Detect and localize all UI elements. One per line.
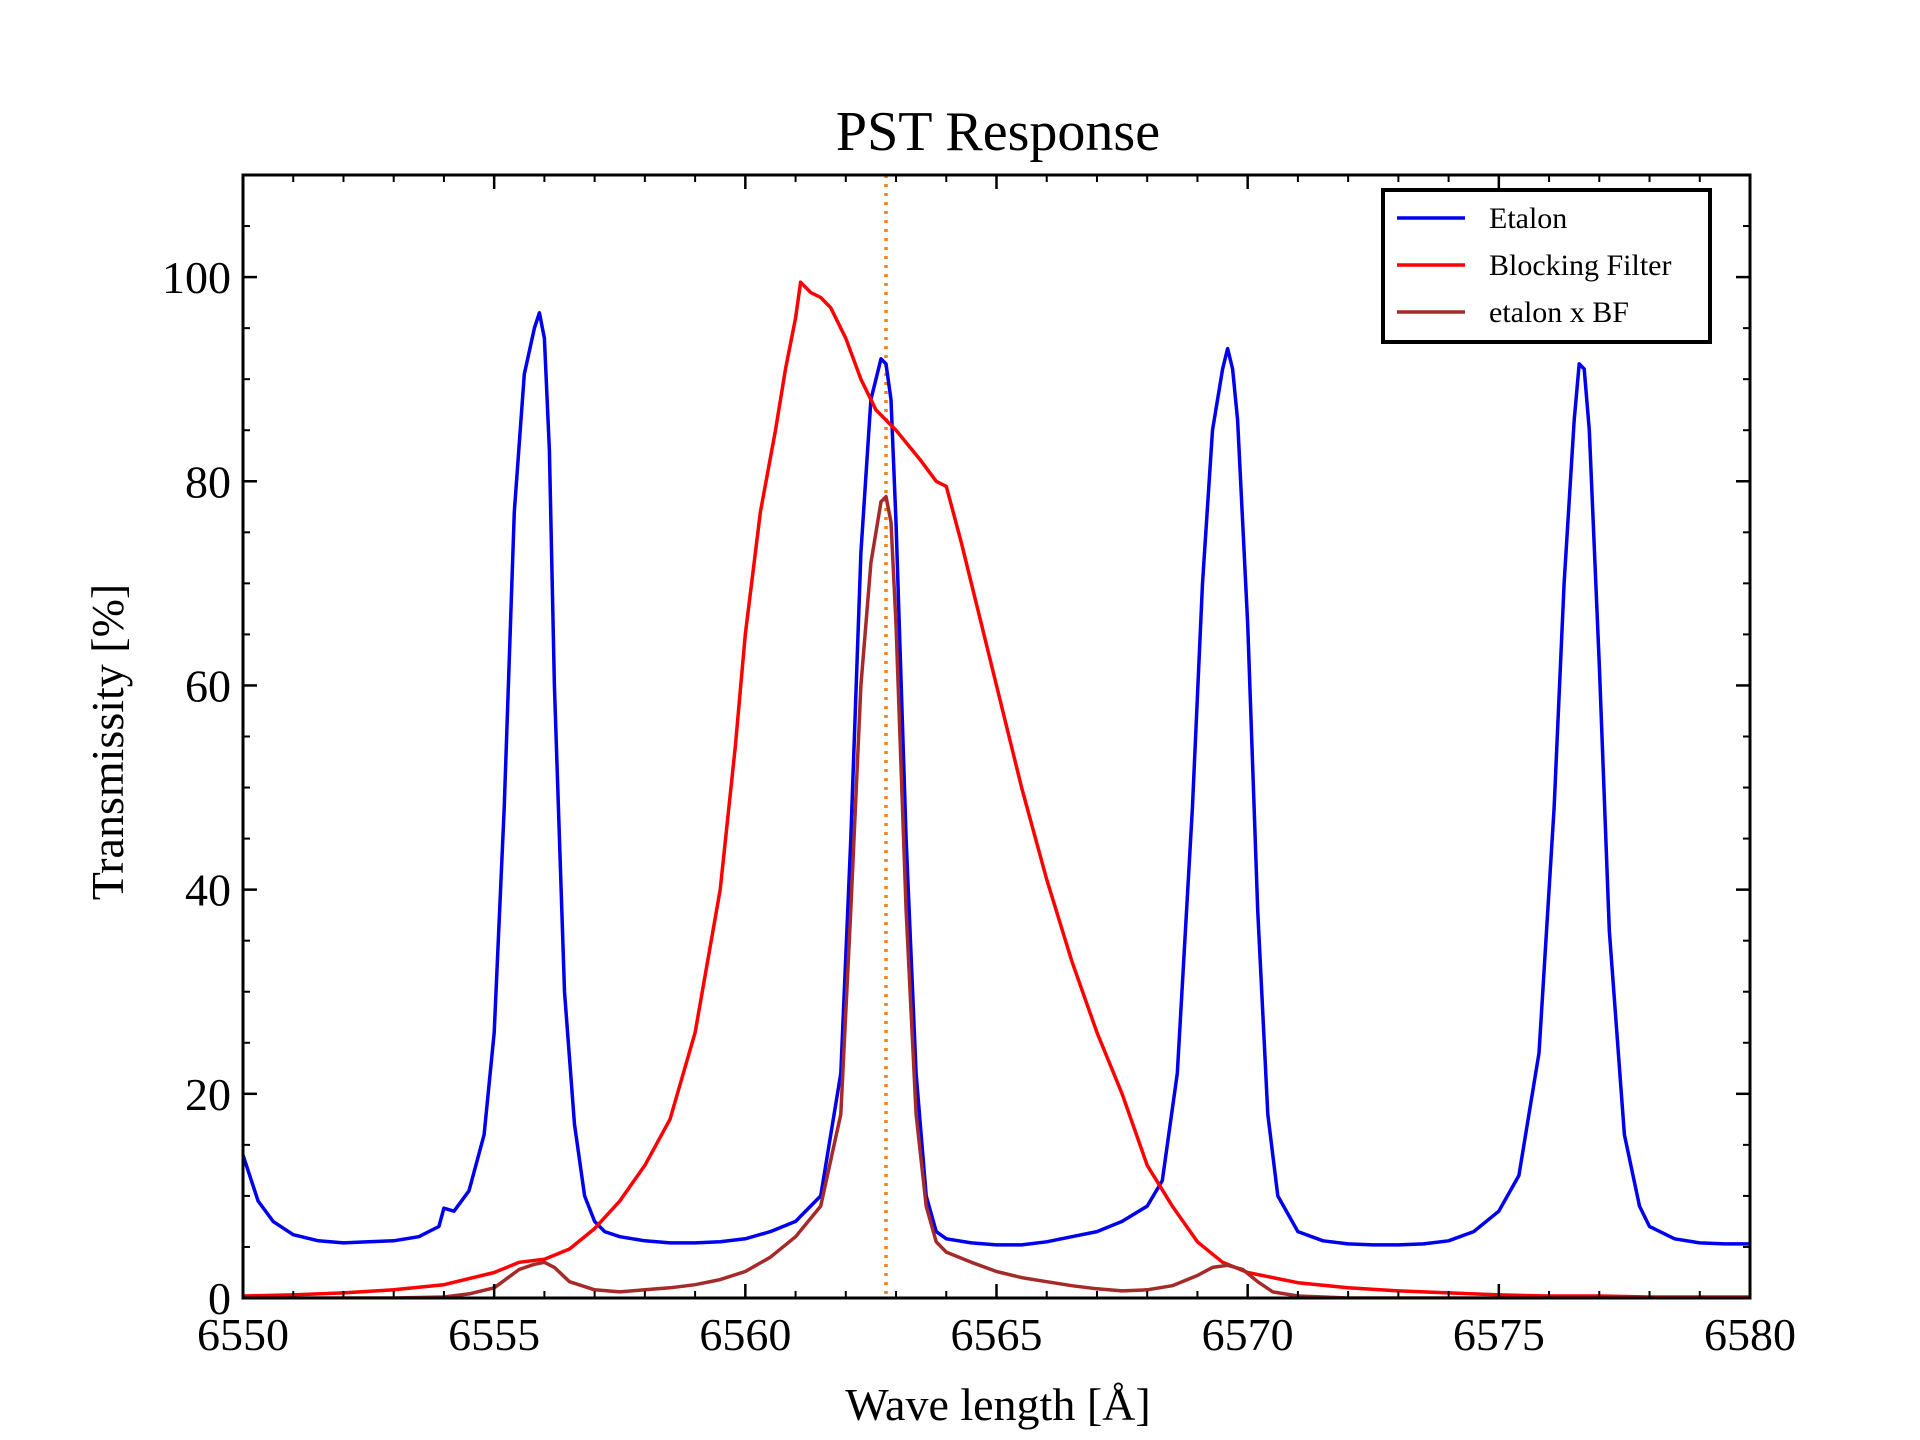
x-tick-label: 6580 xyxy=(1704,1309,1796,1360)
legend: Etalon Blocking Filter etalon x BF xyxy=(1381,188,1712,344)
legend-label: Etalon xyxy=(1489,202,1567,235)
y-axis-title: Transmissity [%] xyxy=(82,584,133,901)
chart-title: PST Response xyxy=(836,101,1160,163)
legend-label: etalon x BF xyxy=(1489,296,1629,329)
y-tick-label: 20 xyxy=(185,1069,231,1120)
y-tick-label: 80 xyxy=(185,456,231,507)
plot-layer xyxy=(243,175,1750,1298)
x-tick-label: 6550 xyxy=(197,1309,289,1360)
legend-label: Blocking Filter xyxy=(1489,249,1672,282)
series-line-3 xyxy=(243,494,1750,1298)
x-tick-label: 6575 xyxy=(1453,1309,1545,1360)
series-line-1 xyxy=(243,311,1750,1247)
y-tick-label: 60 xyxy=(185,660,231,711)
y-tick-label: 0 xyxy=(208,1273,231,1324)
axes-layer: 6550 6555 6560 6565 6570 6575 6580 0 20 40 60 80 100 xyxy=(162,173,1796,1360)
x-tick-label: 6555 xyxy=(448,1309,540,1360)
y-tick-label: 40 xyxy=(185,865,231,916)
x-tick-label: 6565 xyxy=(951,1309,1043,1360)
x-tick-label: 6560 xyxy=(699,1309,791,1360)
x-axis-title: Wave length [Å] xyxy=(845,1379,1150,1430)
series-line-2 xyxy=(243,280,1750,1298)
y-tick-label: 100 xyxy=(162,252,231,303)
x-tick-label: 6570 xyxy=(1202,1309,1294,1360)
